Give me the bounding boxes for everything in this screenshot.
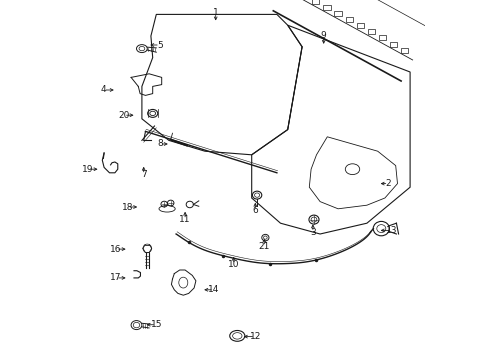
Text: 13: 13 <box>386 226 397 235</box>
Text: 14: 14 <box>208 285 219 294</box>
Text: 7: 7 <box>141 170 146 179</box>
Text: 10: 10 <box>227 260 239 269</box>
Text: 21: 21 <box>258 242 269 251</box>
Text: 1: 1 <box>212 8 218 17</box>
Text: 8: 8 <box>157 139 163 148</box>
Text: 12: 12 <box>249 332 261 341</box>
Text: 19: 19 <box>82 165 94 174</box>
Text: 5: 5 <box>157 40 163 49</box>
Text: 20: 20 <box>118 111 129 120</box>
Text: 9: 9 <box>320 31 326 40</box>
Text: 16: 16 <box>110 245 122 253</box>
Text: 17: 17 <box>110 274 122 282</box>
Text: 11: 11 <box>179 215 190 224</box>
Text: 15: 15 <box>150 320 162 329</box>
Text: 18: 18 <box>122 202 133 211</box>
Text: 2: 2 <box>385 179 390 188</box>
Text: 6: 6 <box>252 206 258 215</box>
Text: 4: 4 <box>101 85 106 94</box>
Text: 3: 3 <box>309 228 315 237</box>
